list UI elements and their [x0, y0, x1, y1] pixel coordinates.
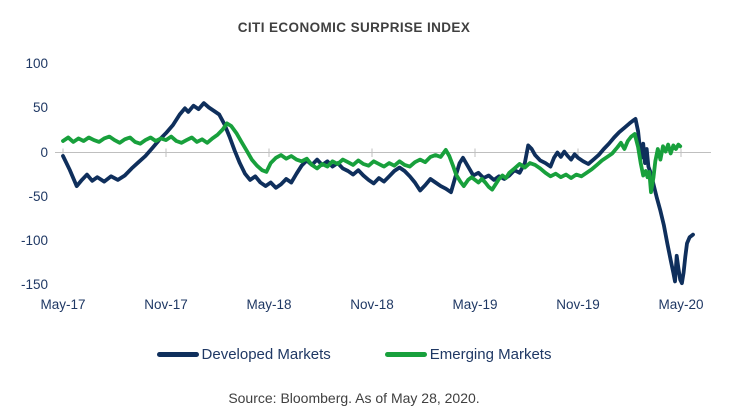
x-axis-tick-label: May-17	[40, 297, 86, 312]
legend-item-emerging-markets: Emerging Markets	[384, 346, 552, 363]
x-axis-tick-label: Nov-18	[350, 297, 394, 312]
developed-markets-line-swatch	[156, 352, 199, 357]
x-axis-tick-label: Nov-17	[144, 297, 188, 312]
x-axis-tick-label: May-18	[246, 297, 292, 312]
x-axis-tick-label: May-19	[452, 297, 498, 312]
chart-title: CITI ECONOMIC SURPRISE INDEX	[237, 20, 471, 35]
legend-label-emerging-markets: Emerging Markets	[429, 346, 552, 363]
legend-label-developed-markets: Developed Markets	[201, 346, 331, 363]
y-axis-tick-label: 100	[25, 56, 48, 72]
y-axis-tick-label: -100	[20, 232, 48, 248]
y-axis-tick-label: 50	[32, 100, 48, 116]
x-axis-tick-label: Nov-19	[556, 297, 600, 312]
legend-item-developed-markets: Developed Markets	[156, 346, 331, 363]
developed-markets-line	[61, 101, 695, 286]
emerging-markets-line-swatch	[384, 352, 427, 357]
source-note: Source: Bloomberg. As of May 28, 2020.	[228, 390, 480, 406]
y-axis-tick-label: -50	[28, 188, 48, 204]
legend: Developed Markets Emerging Markets	[0, 346, 708, 363]
y-axis-tick-label: 0	[40, 144, 48, 160]
y-axis-tick-label: -150	[20, 276, 48, 292]
x-axis-tick-label: May-20	[658, 297, 704, 312]
emerging-markets-line	[61, 121, 683, 195]
